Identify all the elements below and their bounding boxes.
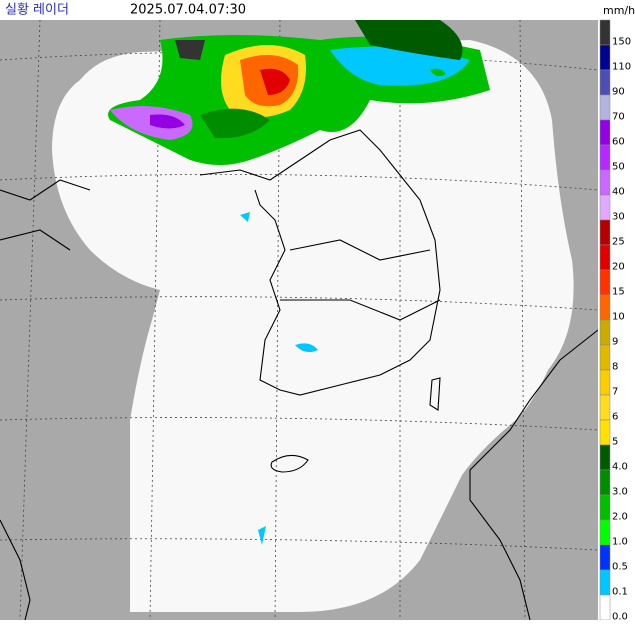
legend-swatch [599,594,611,621]
legend-swatch [599,519,611,546]
legend-label: 30 [612,211,625,222]
legend-swatch [599,569,611,596]
legend-swatch [599,119,611,146]
legend-swatch [599,319,611,346]
legend-label: 110 [612,61,631,72]
legend-label: 50 [612,161,625,172]
legend-swatch [599,344,611,371]
unit-label: mm/h [603,4,635,17]
legend-swatch [599,294,611,321]
legend-swatch [599,219,611,246]
legend-label: 15 [612,286,625,297]
legend-swatch [599,69,611,96]
legend-label: 8 [612,361,618,372]
legend-swatch [599,144,611,171]
legend-label: 150 [612,36,631,47]
legend-label: 0.0 [612,611,628,620]
legend-swatch [599,444,611,471]
legend-label: 25 [612,236,625,247]
legend-label: 60 [612,136,625,147]
map-title: 실황 레이더 [5,3,69,18]
legend-label: 1.0 [612,536,628,547]
legend-label: 10 [612,311,625,322]
legend-label: 70 [612,111,625,122]
legend-swatch [599,419,611,446]
legend-label: 2.0 [612,511,628,522]
legend-label: 7 [612,386,618,397]
legend-label: 3.0 [612,486,628,497]
legend-swatch [599,544,611,571]
legend-label: 0.5 [612,561,628,572]
legend-label: 6 [612,411,618,422]
legend-swatch [599,469,611,496]
legend-swatch [599,394,611,421]
legend-label: 0.1 [612,586,628,597]
legend-swatch [599,269,611,296]
legend-swatch [599,494,611,521]
legend-swatch [599,194,611,221]
coastlines [0,129,599,621]
legend-swatch [599,244,611,271]
precipitation [108,20,490,545]
legend-swatch [599,44,611,71]
header-bar [0,0,635,20]
legend-swatch [599,19,611,46]
legend-label: 90 [612,86,625,97]
legend-swatch [599,169,611,196]
timestamp: 2025.07.04.07:30 [130,3,246,18]
legend-swatch [599,94,611,121]
legend-label: 9 [612,336,618,347]
legend-label: 40 [612,186,625,197]
radar-coverage [52,40,574,612]
legend-swatch [599,369,611,396]
legend-label: 5 [612,436,618,447]
legend-label: 4.0 [612,461,628,472]
legend-label: 20 [612,261,625,272]
